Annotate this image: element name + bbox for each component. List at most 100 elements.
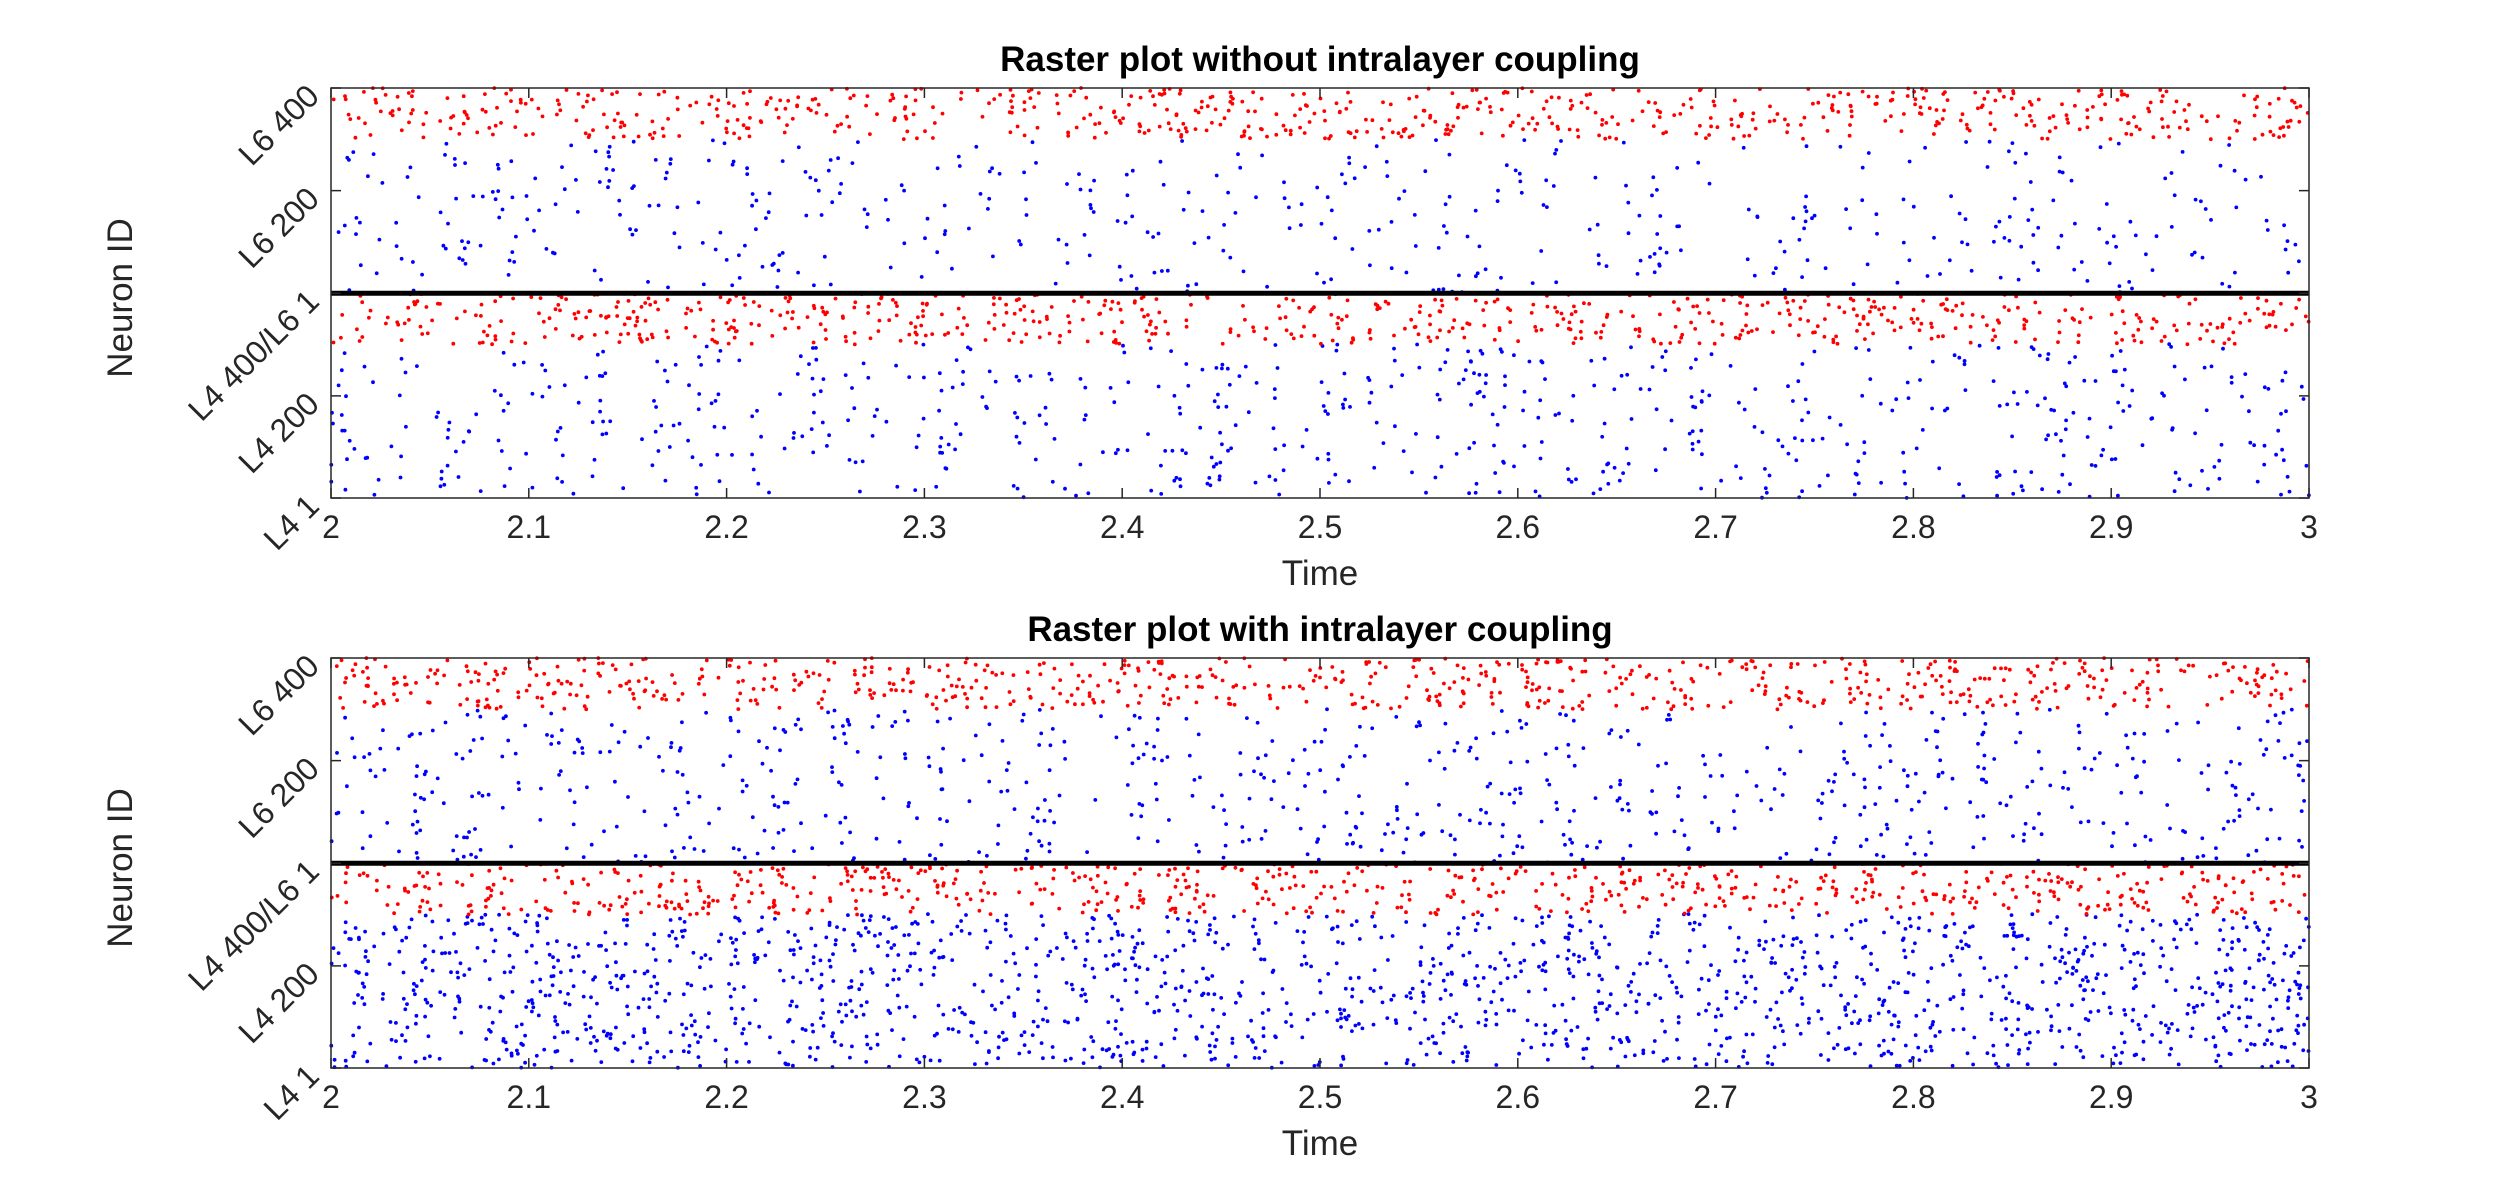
spike-point <box>983 1030 988 1035</box>
spike-point <box>1997 219 2002 224</box>
spike-point <box>2142 971 2146 976</box>
spike-point <box>877 302 881 306</box>
spike-point <box>1593 1009 1598 1014</box>
spike-point <box>1889 915 1894 920</box>
spike-point <box>483 959 487 963</box>
spike-point <box>2204 408 2209 413</box>
spike-point <box>894 887 899 892</box>
spike-point <box>500 207 505 212</box>
spike-point <box>2012 196 2017 201</box>
spike-point <box>1704 902 1708 907</box>
spike-point <box>847 458 852 462</box>
spike-point <box>397 107 401 112</box>
spike-point <box>1364 117 1368 122</box>
spike-point <box>1184 318 1189 323</box>
spike-point <box>1160 958 1165 962</box>
spike-point <box>669 1049 674 1054</box>
spike-point <box>530 391 535 396</box>
spike-point <box>2057 155 2062 160</box>
spike-point <box>606 150 611 155</box>
spike-point <box>533 176 538 181</box>
spike-point <box>2085 944 2089 949</box>
spike-point <box>1960 1006 1965 1011</box>
spike-point <box>1784 851 1789 856</box>
spike-point <box>1492 337 1497 342</box>
spike-point <box>753 998 758 1003</box>
spike-point <box>576 310 581 315</box>
spike-point <box>414 883 419 888</box>
spike-point <box>1210 974 1215 978</box>
spike-point <box>1050 479 1055 484</box>
spike-point <box>1819 1016 1824 1021</box>
spike-point <box>1217 474 1222 479</box>
spike-point <box>2056 880 2061 885</box>
spike-point <box>2221 918 2226 922</box>
spike-point <box>1742 1049 1746 1054</box>
spike-point <box>1222 1012 1226 1016</box>
spike-point <box>1400 373 1405 377</box>
spike-point <box>1480 913 1484 918</box>
spike-point <box>1187 884 1191 889</box>
spike-point <box>1178 411 1183 416</box>
spike-point <box>2298 945 2302 950</box>
spike-point <box>2058 976 2062 981</box>
spike-point <box>1265 284 1269 289</box>
spike-point <box>1151 235 1155 239</box>
spike-point <box>1934 108 1939 112</box>
spike-point <box>530 979 535 984</box>
spike-point <box>2045 357 2050 362</box>
spike-point <box>2090 953 2094 958</box>
spike-point <box>707 901 711 906</box>
spike-point <box>745 166 749 171</box>
spike-point <box>2297 838 2302 843</box>
spike-point <box>1788 988 1792 993</box>
spike-point <box>1538 398 1543 403</box>
spike-point <box>529 295 534 299</box>
spike-point <box>1419 945 1424 950</box>
spike-point <box>491 1061 496 1066</box>
spike-point <box>1186 283 1190 288</box>
spike-point <box>1783 971 1788 976</box>
spike-point <box>1595 222 1600 227</box>
spike-point <box>1142 314 1146 319</box>
spike-point <box>1326 391 1331 395</box>
spike-point <box>2049 879 2054 883</box>
spike-point <box>355 327 359 332</box>
spike-point <box>696 879 701 884</box>
spike-point <box>2232 168 2237 173</box>
spike-point <box>2233 270 2237 275</box>
spike-point <box>436 872 441 877</box>
spike-point <box>1264 326 1269 330</box>
spike-point <box>1452 892 1457 896</box>
spike-point <box>2009 96 2014 101</box>
spike-point <box>1564 1042 1569 1046</box>
spike-point <box>1616 892 1621 897</box>
spike-point <box>1259 96 1264 101</box>
spike-point <box>1774 266 1778 271</box>
spike-point <box>1538 456 1543 461</box>
spike-point <box>1132 871 1137 876</box>
spike-point <box>1690 447 1695 452</box>
spike-point <box>413 1059 418 1064</box>
spike-point <box>384 321 388 326</box>
spike-point <box>1555 310 1559 314</box>
spike-point <box>2282 223 2287 228</box>
spike-point <box>1097 939 1102 943</box>
spike-point <box>1030 1033 1035 1037</box>
spike-point <box>1804 144 1809 149</box>
spike-point <box>646 296 651 301</box>
spike-point <box>922 1054 927 1059</box>
spike-point <box>1427 982 1432 986</box>
spike-point <box>1905 380 1910 385</box>
spike-point <box>1108 386 1113 390</box>
spike-point <box>1650 930 1655 935</box>
spike-point <box>796 325 801 330</box>
spike-point <box>1886 1009 1891 1014</box>
spike-point <box>566 992 570 996</box>
spike-point <box>1797 902 1801 906</box>
spike-point <box>905 968 910 973</box>
spike-point <box>1008 88 1013 92</box>
spike-point <box>831 1031 835 1035</box>
spike-point <box>1027 1050 1032 1054</box>
spike-point <box>455 857 460 862</box>
